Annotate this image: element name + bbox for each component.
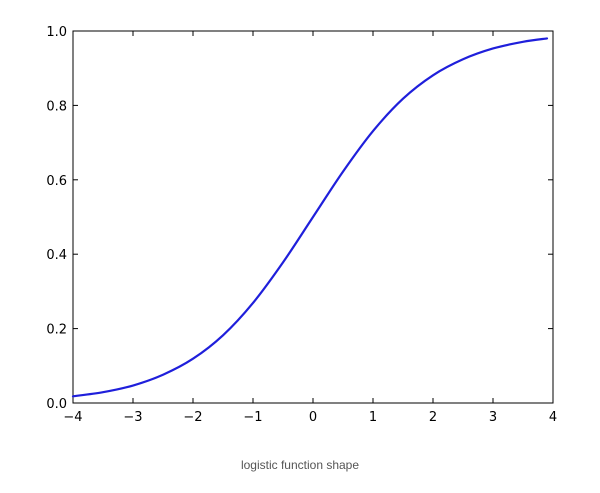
y-tick-label: 0.4 xyxy=(46,248,67,263)
x-tick-label: −2 xyxy=(183,410,202,425)
x-tick-label: 3 xyxy=(489,410,497,425)
y-tick-label: 0.8 xyxy=(46,99,67,114)
x-tick-label: 2 xyxy=(429,410,437,425)
series-line xyxy=(71,37,549,398)
x-tick-label: −1 xyxy=(243,410,262,425)
figure-caption: logistic function shape xyxy=(240,458,360,472)
y-tick-label: 0.0 xyxy=(46,397,67,412)
x-axis: −4 −3 −2 −1 0 1 2 3 4 xyxy=(63,31,557,425)
y-tick-label: 0.2 xyxy=(46,323,67,338)
x-tick-label: 0 xyxy=(309,410,317,425)
y-tick-label: 0.6 xyxy=(46,174,67,189)
x-tick-label: −4 xyxy=(63,410,82,425)
x-tick-label: −3 xyxy=(123,410,142,425)
logistic-chart: 0.0 0.2 0.4 0.6 0.8 1.0 −4 −3 −2 −1 0 1 2 3 4 xyxy=(46,25,557,425)
y-axis: 0.0 0.2 0.4 0.6 0.8 1.0 xyxy=(46,25,553,412)
x-tick-label: 1 xyxy=(369,410,377,425)
x-tick-label: 4 xyxy=(549,410,557,425)
y-tick-label: 1.0 xyxy=(46,25,67,40)
